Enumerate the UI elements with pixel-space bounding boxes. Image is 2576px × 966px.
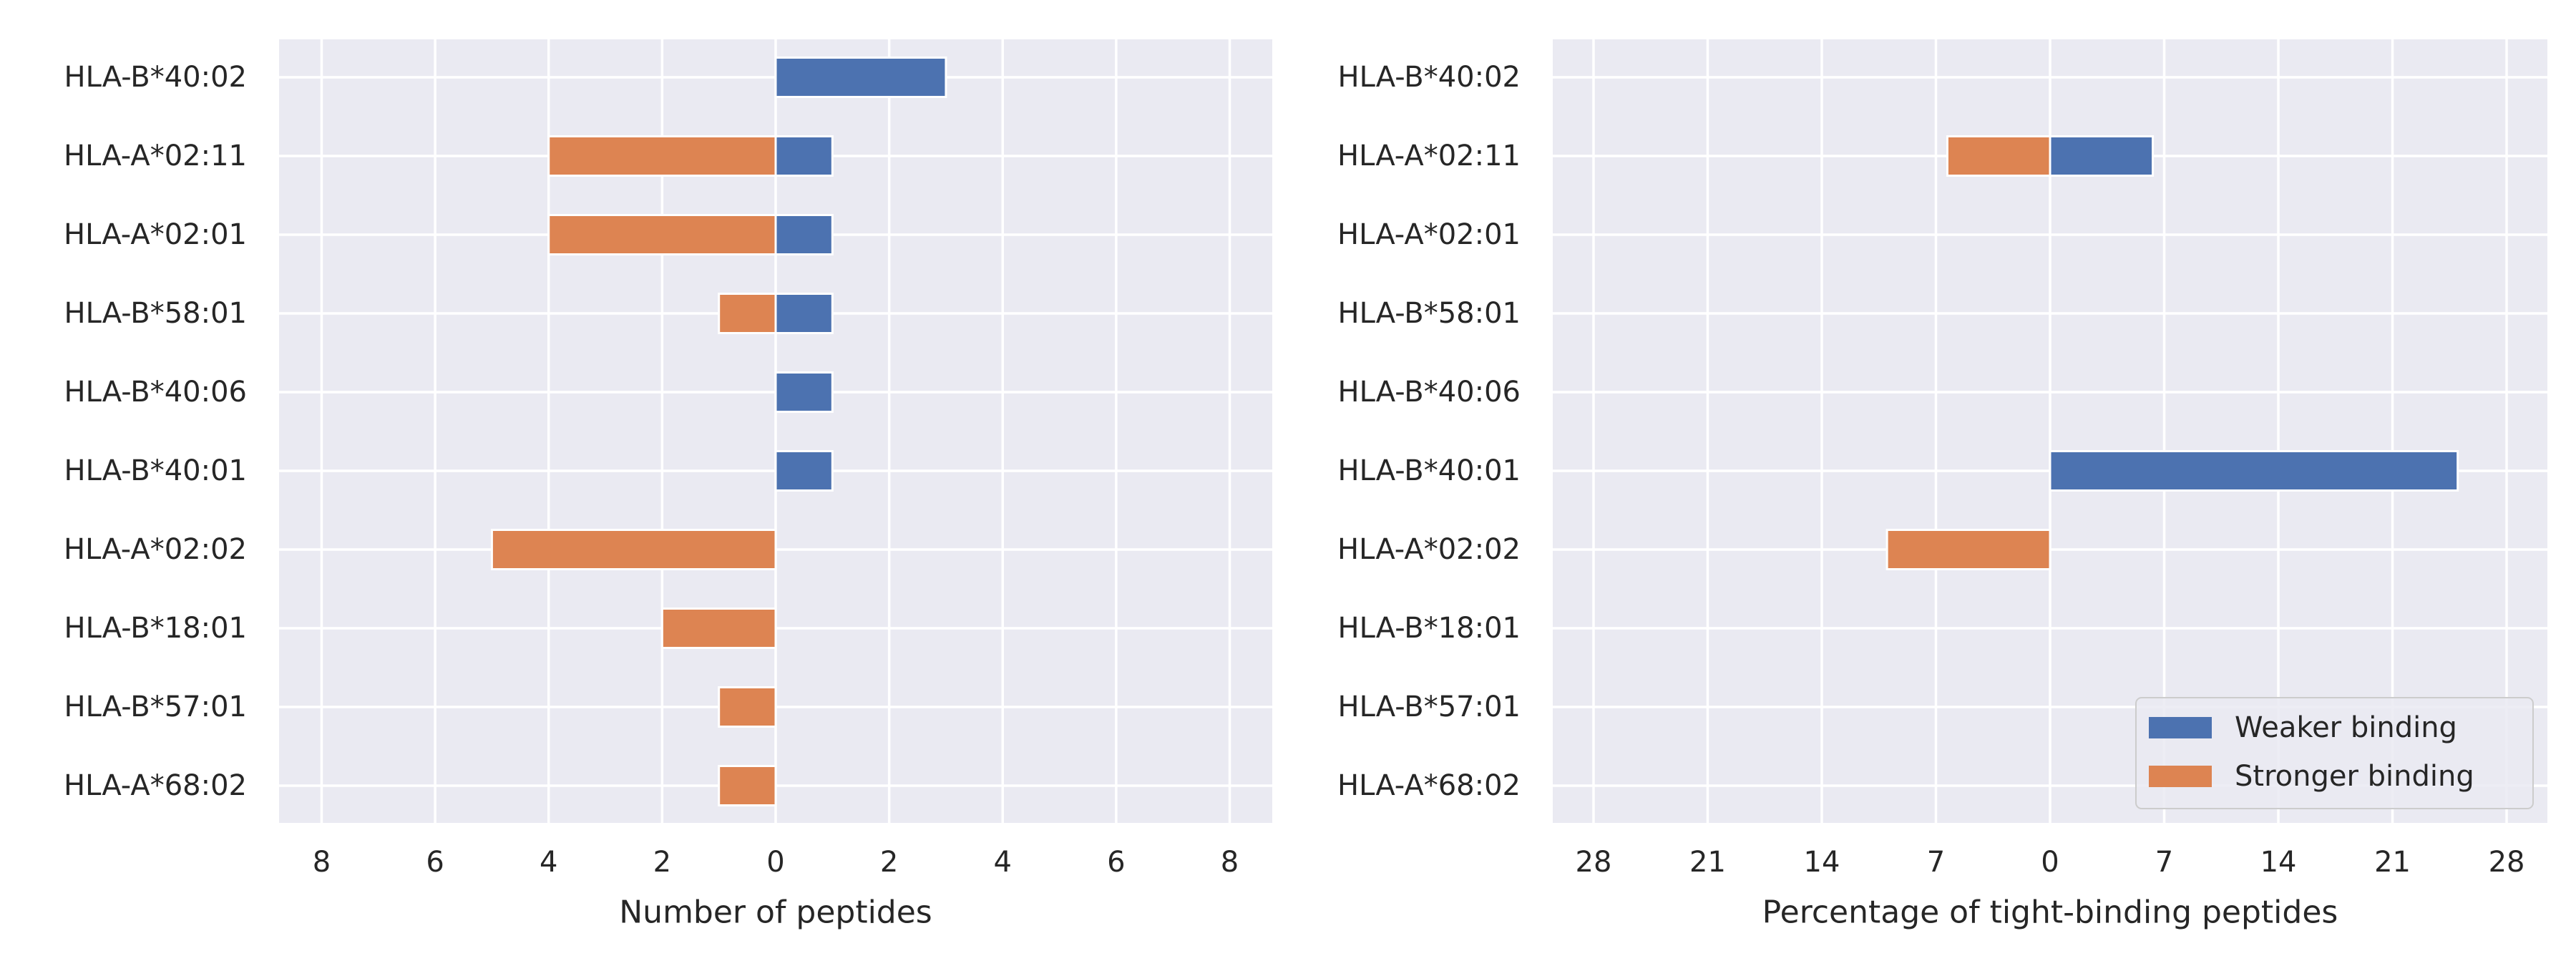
- y-tick-label: HLA-B*40:02: [1338, 61, 1521, 94]
- y-tick-label: HLA-B*40:01: [64, 454, 248, 487]
- y-tick-label: HLA-A*02:01: [1337, 218, 1521, 251]
- x-tick-label: 21: [2374, 846, 2411, 879]
- bar: [718, 765, 777, 806]
- legend-swatch: [2149, 717, 2212, 738]
- x-tick-label: 6: [1107, 846, 1125, 879]
- x-axis-label: Percentage of tight-binding peptides: [1762, 894, 2338, 931]
- legend-swatch: [2149, 766, 2212, 787]
- y-tick-label: HLA-B*18:01: [1338, 612, 1521, 645]
- bar: [774, 371, 834, 413]
- bar: [774, 450, 834, 492]
- bar: [547, 214, 777, 255]
- x-tick-label: 0: [766, 846, 784, 879]
- left-chart-panel: HLA-B*40:02 HLA-A*02:11 HLA-A*02:01 HLA-B*5…: [64, 39, 1272, 931]
- y-tick-label: HLA-B*40:06: [1338, 376, 1521, 409]
- right-chart-panel: HLA-B*40:02 HLA-A*02:11 HLA-A*02:01 HLA-B*5…: [1337, 39, 2547, 931]
- y-tick-label: HLA-A*68:02: [64, 769, 247, 802]
- x-tick-label: 8: [1221, 846, 1239, 879]
- legend-label: Stronger binding: [2235, 760, 2474, 793]
- bar: [774, 57, 947, 98]
- y-tick-label: HLA-B*40:02: [64, 61, 248, 94]
- x-tick-label: 4: [540, 846, 557, 879]
- x-tick-label: 28: [1576, 846, 1612, 879]
- bar: [774, 293, 834, 334]
- x-tick-label: 7: [2155, 846, 2173, 879]
- bar: [774, 214, 834, 255]
- bar: [718, 293, 777, 334]
- x-tick-label: 8: [313, 846, 331, 879]
- x-tick-label: 28: [2489, 846, 2525, 879]
- x-tick-label: 2: [653, 846, 671, 879]
- x-tick-label: 21: [1689, 846, 1726, 879]
- x-tick-label: 14: [2260, 846, 2297, 879]
- y-tick-label: HLA-A*02:01: [64, 218, 247, 251]
- y-tick-label: HLA-A*02:11: [1337, 140, 1521, 172]
- bar: [2049, 450, 2459, 492]
- x-tick-label: 4: [994, 846, 1012, 879]
- bar: [2049, 135, 2155, 177]
- bar: [1885, 529, 2051, 570]
- legend-box: [2135, 697, 2534, 809]
- bar: [547, 135, 777, 177]
- bar: [774, 135, 834, 177]
- y-tick-label: HLA-A*02:11: [64, 140, 247, 172]
- y-tick-label: HLA-B*40:01: [1338, 454, 1521, 487]
- y-tick-label: HLA-B*57:01: [1338, 691, 1521, 723]
- x-tick-label: 0: [2041, 846, 2059, 879]
- y-tick-label: HLA-B*58:01: [64, 297, 248, 330]
- y-tick-label: HLA-B*40:06: [64, 376, 248, 409]
- x-tick-label: 2: [880, 846, 898, 879]
- bar: [490, 529, 777, 570]
- bar: [660, 608, 777, 649]
- y-tick-label: HLA-A*02:02: [64, 533, 247, 566]
- legend: Weaker binding Stronger binding: [2135, 697, 2534, 809]
- y-tick-label: HLA-B*57:01: [64, 691, 248, 723]
- legend-label: Weaker binding: [2235, 711, 2457, 744]
- y-tick-label: HLA-A*02:02: [1337, 533, 1521, 566]
- y-tick-label: HLA-B*58:01: [1338, 297, 1521, 330]
- bar: [1946, 135, 2051, 177]
- x-tick-label: 7: [1927, 846, 1945, 879]
- x-axis-label: Number of peptides: [619, 894, 932, 931]
- y-tick-label: HLA-A*68:02: [1337, 769, 1521, 802]
- bar: [718, 686, 777, 728]
- x-tick-label: 14: [1804, 846, 1840, 879]
- x-tick-label: 6: [426, 846, 444, 879]
- y-tick-label: HLA-B*18:01: [64, 612, 248, 645]
